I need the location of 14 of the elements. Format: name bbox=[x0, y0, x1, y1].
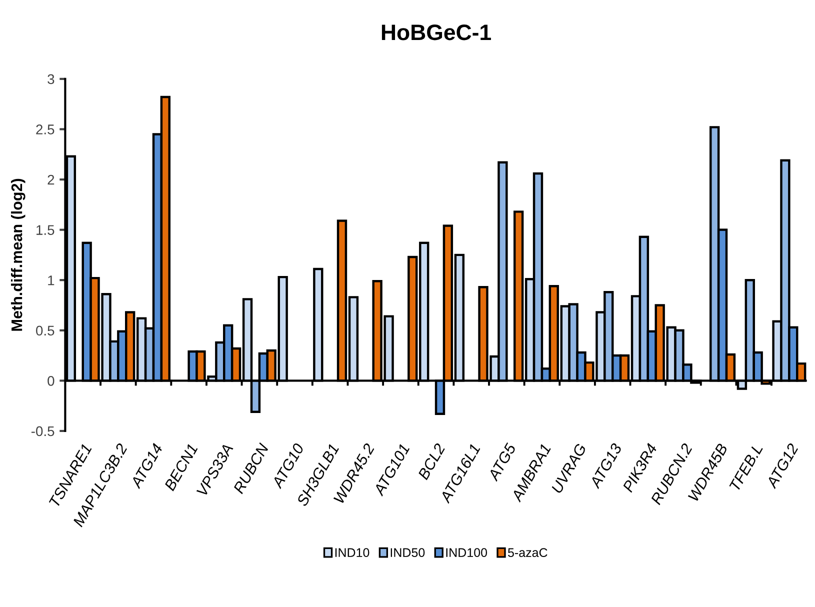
y-tick-label: 2.5 bbox=[36, 124, 54, 134]
legend-label: IND50 bbox=[390, 548, 425, 558]
y-tick-label: -0.5 bbox=[31, 426, 54, 436]
y-tick-label: 1 bbox=[48, 276, 54, 286]
y-tick-label: 1.5 bbox=[36, 225, 54, 235]
y-tick-label: 0.5 bbox=[36, 326, 54, 336]
y-tick-label: 0 bbox=[48, 376, 54, 386]
legend-label: IND10 bbox=[335, 548, 370, 558]
y-tick-label: 2 bbox=[48, 174, 54, 185]
chart-title: HoBGeC-1 bbox=[382, 24, 491, 40]
y-tick-label: 3 bbox=[48, 74, 54, 84]
legend-label: 5-azaC bbox=[508, 548, 548, 558]
y-axis-title: Meth.diff.mean (log2) bbox=[10, 178, 26, 331]
legend-label: IND100 bbox=[446, 548, 488, 558]
